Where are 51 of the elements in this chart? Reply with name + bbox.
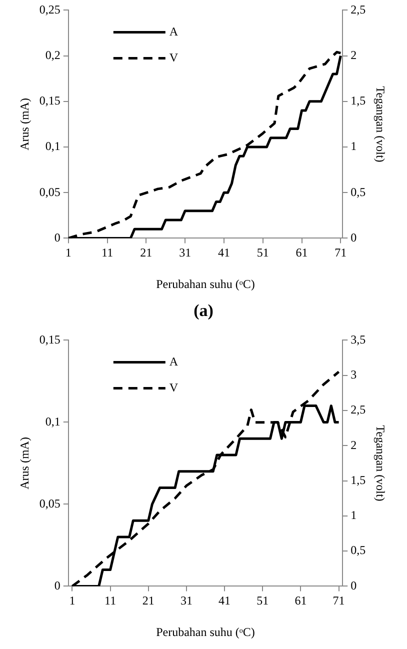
y2-tick-label: 1	[350, 139, 357, 154]
y-tick-label: 0,15	[39, 94, 60, 108]
legend-label: V	[169, 380, 178, 394]
legend-label: V	[169, 50, 178, 64]
x-axis-title: Perubahan suhu (ᵒC)	[156, 276, 255, 291]
x-tick-label: 11	[102, 246, 114, 260]
y-tick-label: 0,1	[45, 414, 60, 428]
y2-tick-label: 1	[350, 508, 357, 522]
y2-tick-label: 1,5	[350, 472, 366, 487]
y2-tick-label: 0,5	[350, 184, 366, 199]
y2-tick-label: 0	[350, 578, 357, 592]
y2-tick-label: 3,5	[350, 332, 366, 346]
x-tick-label: 61	[294, 594, 307, 608]
y-tick-label: 0,25	[39, 2, 60, 16]
x-tick-label: 41	[218, 246, 230, 260]
x-tick-label: 61	[296, 246, 308, 260]
legend-label: A	[169, 354, 178, 368]
y2-tick-label: 2,5	[350, 2, 366, 16]
y2-axis-title: Tegangan (volt)	[374, 86, 388, 162]
y2-tick-label: 2,5	[350, 402, 366, 417]
y-tick-label: 0,05	[39, 184, 60, 199]
x-tick-label: 71	[332, 594, 345, 608]
y2-axis-title: Tegangan (volt)	[374, 425, 388, 502]
legend-label: A	[169, 24, 178, 38]
y2-tick-label: 0,5	[350, 543, 366, 558]
x-tick-label: 51	[256, 594, 269, 608]
x-tick-label: 71	[334, 246, 347, 260]
y2-tick-label: 1,5	[350, 94, 366, 108]
y2-tick-label: 3	[350, 368, 357, 382]
y2-tick-label: 0	[350, 230, 357, 244]
y-tick-label: 0,15	[39, 332, 60, 346]
x-tick-label: 21	[142, 594, 154, 608]
y-tick-label: 0	[54, 230, 60, 244]
x-tick-label: 31	[180, 594, 192, 608]
y2-tick-label: 2	[350, 48, 357, 62]
x-tick-label: 31	[179, 246, 192, 260]
y-tick-label: 0	[54, 578, 60, 592]
y-tick-label: 0,1	[45, 139, 60, 154]
text: (a)	[192, 300, 214, 322]
x-tick-label: 41	[218, 594, 231, 608]
y-tick-label: 0,05	[39, 496, 60, 510]
y-axis-title: Arus (mA)	[17, 437, 32, 490]
x-tick-label: 1	[65, 246, 72, 260]
y-axis-title: Arus (mA)	[17, 98, 32, 150]
x-tick-label: 11	[104, 594, 116, 608]
x-tick-label: 51	[256, 246, 269, 260]
y-tick-label: 0,2	[45, 48, 60, 62]
x-axis-title: Perubahan suhu (ᵒC)	[156, 624, 255, 639]
x-tick-label: 21	[140, 246, 152, 260]
x-tick-label: 1	[69, 594, 76, 608]
y2-tick-label: 2	[350, 438, 357, 452]
